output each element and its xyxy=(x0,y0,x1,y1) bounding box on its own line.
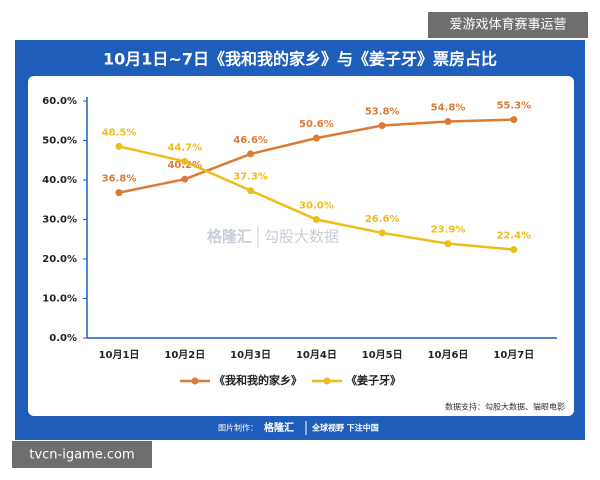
data-label: 30.0% xyxy=(299,201,334,212)
data-label: 55.3% xyxy=(496,101,531,112)
data-label: 44.7% xyxy=(167,142,202,153)
x-tick-label: 10月3日 xyxy=(230,349,271,361)
data-label: 50.6% xyxy=(299,119,334,130)
y-tick-label: 50.0% xyxy=(42,136,77,147)
watermark-brand: 格隆汇 xyxy=(207,228,252,246)
point xyxy=(378,121,386,129)
point xyxy=(378,229,386,237)
data-label: 23.9% xyxy=(431,225,466,236)
y-tick-label: 60.0% xyxy=(42,96,77,107)
x-tick-label: 10月5日 xyxy=(362,349,403,361)
overlay-box xyxy=(428,12,588,38)
y-tick-label: 30.0% xyxy=(42,215,77,226)
overlay-box xyxy=(12,441,152,468)
legend-label: 《我和我的家乡》 xyxy=(214,373,302,387)
watermark-partner: 勾股大数据 xyxy=(264,228,339,246)
data-label: 48.5% xyxy=(102,127,137,138)
point xyxy=(247,187,255,195)
y-tick-label: 0.0% xyxy=(49,333,77,344)
point xyxy=(115,142,123,150)
y-tick-label: 20.0% xyxy=(42,254,77,265)
point xyxy=(510,246,518,254)
data-label: 54.8% xyxy=(431,103,466,114)
footer-made-by: 图片制作： xyxy=(218,423,258,433)
x-tick-label: 10月2日 xyxy=(164,349,205,361)
x-tick-label: 10月7日 xyxy=(493,349,534,361)
point xyxy=(444,240,452,248)
data-label: 46.6% xyxy=(233,135,268,146)
data-label: 53.8% xyxy=(365,106,400,117)
panel xyxy=(28,76,574,416)
x-tick-label: 10月4日 xyxy=(296,349,337,361)
data-label: 26.6% xyxy=(365,214,400,225)
point xyxy=(181,157,189,165)
data-label: 40.2% xyxy=(167,160,202,171)
chart-title: 10月1日~7日《我和我的家乡》与《姜子牙》票房占比 xyxy=(103,50,497,69)
footer-brand: 格隆汇 xyxy=(264,421,294,434)
legend-marker xyxy=(191,377,199,385)
point xyxy=(510,116,518,124)
point xyxy=(181,175,189,183)
point xyxy=(115,189,123,197)
x-tick-label: 10月6日 xyxy=(428,349,469,361)
overlay-top-right: 爱游戏体育赛事运营 xyxy=(449,17,566,33)
footer-slogan: 全球视野 下注中国 xyxy=(311,423,379,433)
data-label: 22.4% xyxy=(496,231,531,242)
overlay-bottom-left: tvcn-igame.com xyxy=(29,448,134,463)
point xyxy=(312,134,320,142)
x-tick-label: 10月1日 xyxy=(99,349,140,361)
y-tick-label: 10.0% xyxy=(42,294,77,305)
point xyxy=(312,216,320,223)
data-label: 37.3% xyxy=(233,172,268,183)
y-tick-label: 40.0% xyxy=(42,175,77,186)
data-label: 36.8% xyxy=(102,174,137,185)
legend-label: 《姜子牙》 xyxy=(346,373,401,387)
source: 数据支持：勾股大数据、猫眼电影 xyxy=(445,402,565,412)
point xyxy=(247,150,255,158)
point xyxy=(444,118,452,126)
legend-marker xyxy=(323,377,331,385)
